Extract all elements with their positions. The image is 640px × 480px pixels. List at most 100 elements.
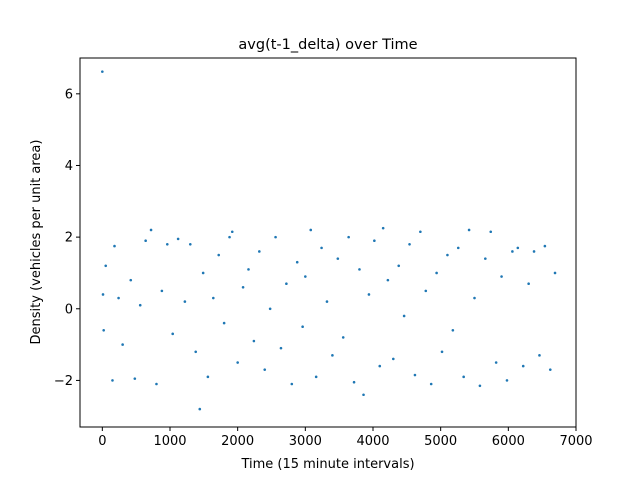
y-tick-label: 4 bbox=[65, 159, 73, 174]
data-point bbox=[378, 364, 382, 368]
data-point bbox=[435, 271, 438, 275]
data-point bbox=[521, 364, 525, 368]
data-point bbox=[419, 230, 422, 234]
data-point bbox=[511, 250, 514, 253]
data-point bbox=[285, 282, 288, 285]
x-axis-ticks: 0 1000 2000 3000 4000 5000 6000 7000 bbox=[98, 427, 593, 449]
x-axis-label: Time (15 minute intervals) bbox=[240, 457, 414, 472]
data-point bbox=[424, 289, 428, 293]
x-tick-label: 4000 bbox=[356, 434, 389, 449]
plot-area-frame bbox=[79, 57, 577, 428]
data-point bbox=[121, 343, 124, 346]
y-axis-ticks: −2 0 2 4 6 bbox=[54, 87, 80, 389]
data-point bbox=[489, 230, 493, 234]
data-point bbox=[138, 303, 142, 307]
data-point bbox=[451, 328, 455, 332]
data-point bbox=[484, 257, 487, 260]
x-tick-label: 1000 bbox=[153, 434, 186, 449]
data-point bbox=[258, 250, 261, 253]
data-point bbox=[117, 296, 120, 300]
data-point bbox=[165, 242, 169, 246]
data-point bbox=[144, 239, 147, 243]
data-point bbox=[236, 361, 239, 364]
data-point bbox=[543, 244, 547, 248]
data-point bbox=[456, 246, 460, 250]
data-point bbox=[101, 70, 104, 73]
chart-title: avg(t-1_delta) over Time bbox=[238, 37, 417, 53]
data-point bbox=[347, 235, 350, 239]
data-point bbox=[548, 368, 552, 371]
data-point bbox=[201, 271, 205, 275]
data-point bbox=[413, 373, 417, 377]
data-point bbox=[188, 242, 192, 246]
y-axis-label: Density (vehicles per unit area) bbox=[29, 140, 44, 345]
data-point bbox=[391, 357, 395, 361]
data-point bbox=[290, 382, 294, 386]
x-tick-label: 6000 bbox=[492, 434, 525, 449]
data-point bbox=[538, 354, 541, 357]
data-point bbox=[222, 321, 226, 325]
data-point bbox=[160, 289, 164, 293]
data-point bbox=[462, 375, 465, 379]
data-point bbox=[268, 307, 272, 311]
data-point bbox=[320, 246, 323, 250]
x-tick-label: 2000 bbox=[221, 434, 254, 449]
data-point bbox=[206, 375, 210, 379]
data-point bbox=[301, 325, 304, 328]
y-tick-label: −2 bbox=[54, 374, 73, 389]
data-point bbox=[478, 384, 482, 388]
data-point bbox=[336, 257, 340, 260]
data-point bbox=[247, 268, 250, 271]
y-tick-label: 2 bbox=[65, 231, 73, 246]
data-point bbox=[113, 244, 116, 248]
data-point bbox=[500, 275, 503, 278]
y-tick-label: 0 bbox=[65, 302, 73, 317]
data-point bbox=[230, 230, 234, 234]
data-point bbox=[402, 314, 406, 318]
data-point bbox=[429, 382, 433, 386]
data-point bbox=[241, 285, 245, 289]
data-point bbox=[304, 275, 307, 278]
x-tick-label: 0 bbox=[98, 434, 106, 449]
data-point bbox=[183, 300, 187, 303]
data-point bbox=[358, 268, 361, 271]
data-point bbox=[373, 239, 376, 243]
data-point bbox=[129, 278, 133, 282]
data-point bbox=[314, 375, 318, 379]
x-tick-label: 7000 bbox=[559, 434, 592, 449]
data-point bbox=[362, 393, 365, 397]
x-tick-label: 5000 bbox=[424, 434, 457, 449]
data-point bbox=[386, 278, 390, 282]
data-point bbox=[532, 250, 536, 253]
data-point bbox=[274, 235, 277, 239]
data-point bbox=[505, 379, 509, 382]
data-point bbox=[467, 228, 471, 232]
data-point bbox=[325, 300, 329, 303]
data-point bbox=[133, 377, 137, 380]
data-point bbox=[397, 264, 401, 268]
data-point bbox=[217, 253, 221, 257]
data-point bbox=[341, 336, 345, 339]
data-points bbox=[101, 70, 557, 411]
data-point bbox=[408, 242, 411, 246]
y-tick-label: 6 bbox=[65, 87, 73, 102]
x-tick-label: 3000 bbox=[289, 434, 322, 449]
data-point bbox=[198, 407, 202, 411]
data-point bbox=[149, 228, 153, 232]
data-point bbox=[381, 226, 385, 230]
data-point bbox=[309, 228, 313, 232]
data-point bbox=[102, 328, 105, 332]
data-point bbox=[352, 380, 356, 384]
data-point bbox=[155, 382, 158, 386]
data-point bbox=[228, 235, 231, 239]
data-point bbox=[176, 237, 180, 241]
data-point bbox=[171, 332, 175, 336]
data-point bbox=[527, 282, 530, 285]
data-point bbox=[263, 368, 267, 371]
data-point bbox=[553, 271, 557, 275]
data-point bbox=[279, 346, 283, 350]
data-point bbox=[516, 246, 520, 250]
data-point bbox=[331, 354, 334, 357]
